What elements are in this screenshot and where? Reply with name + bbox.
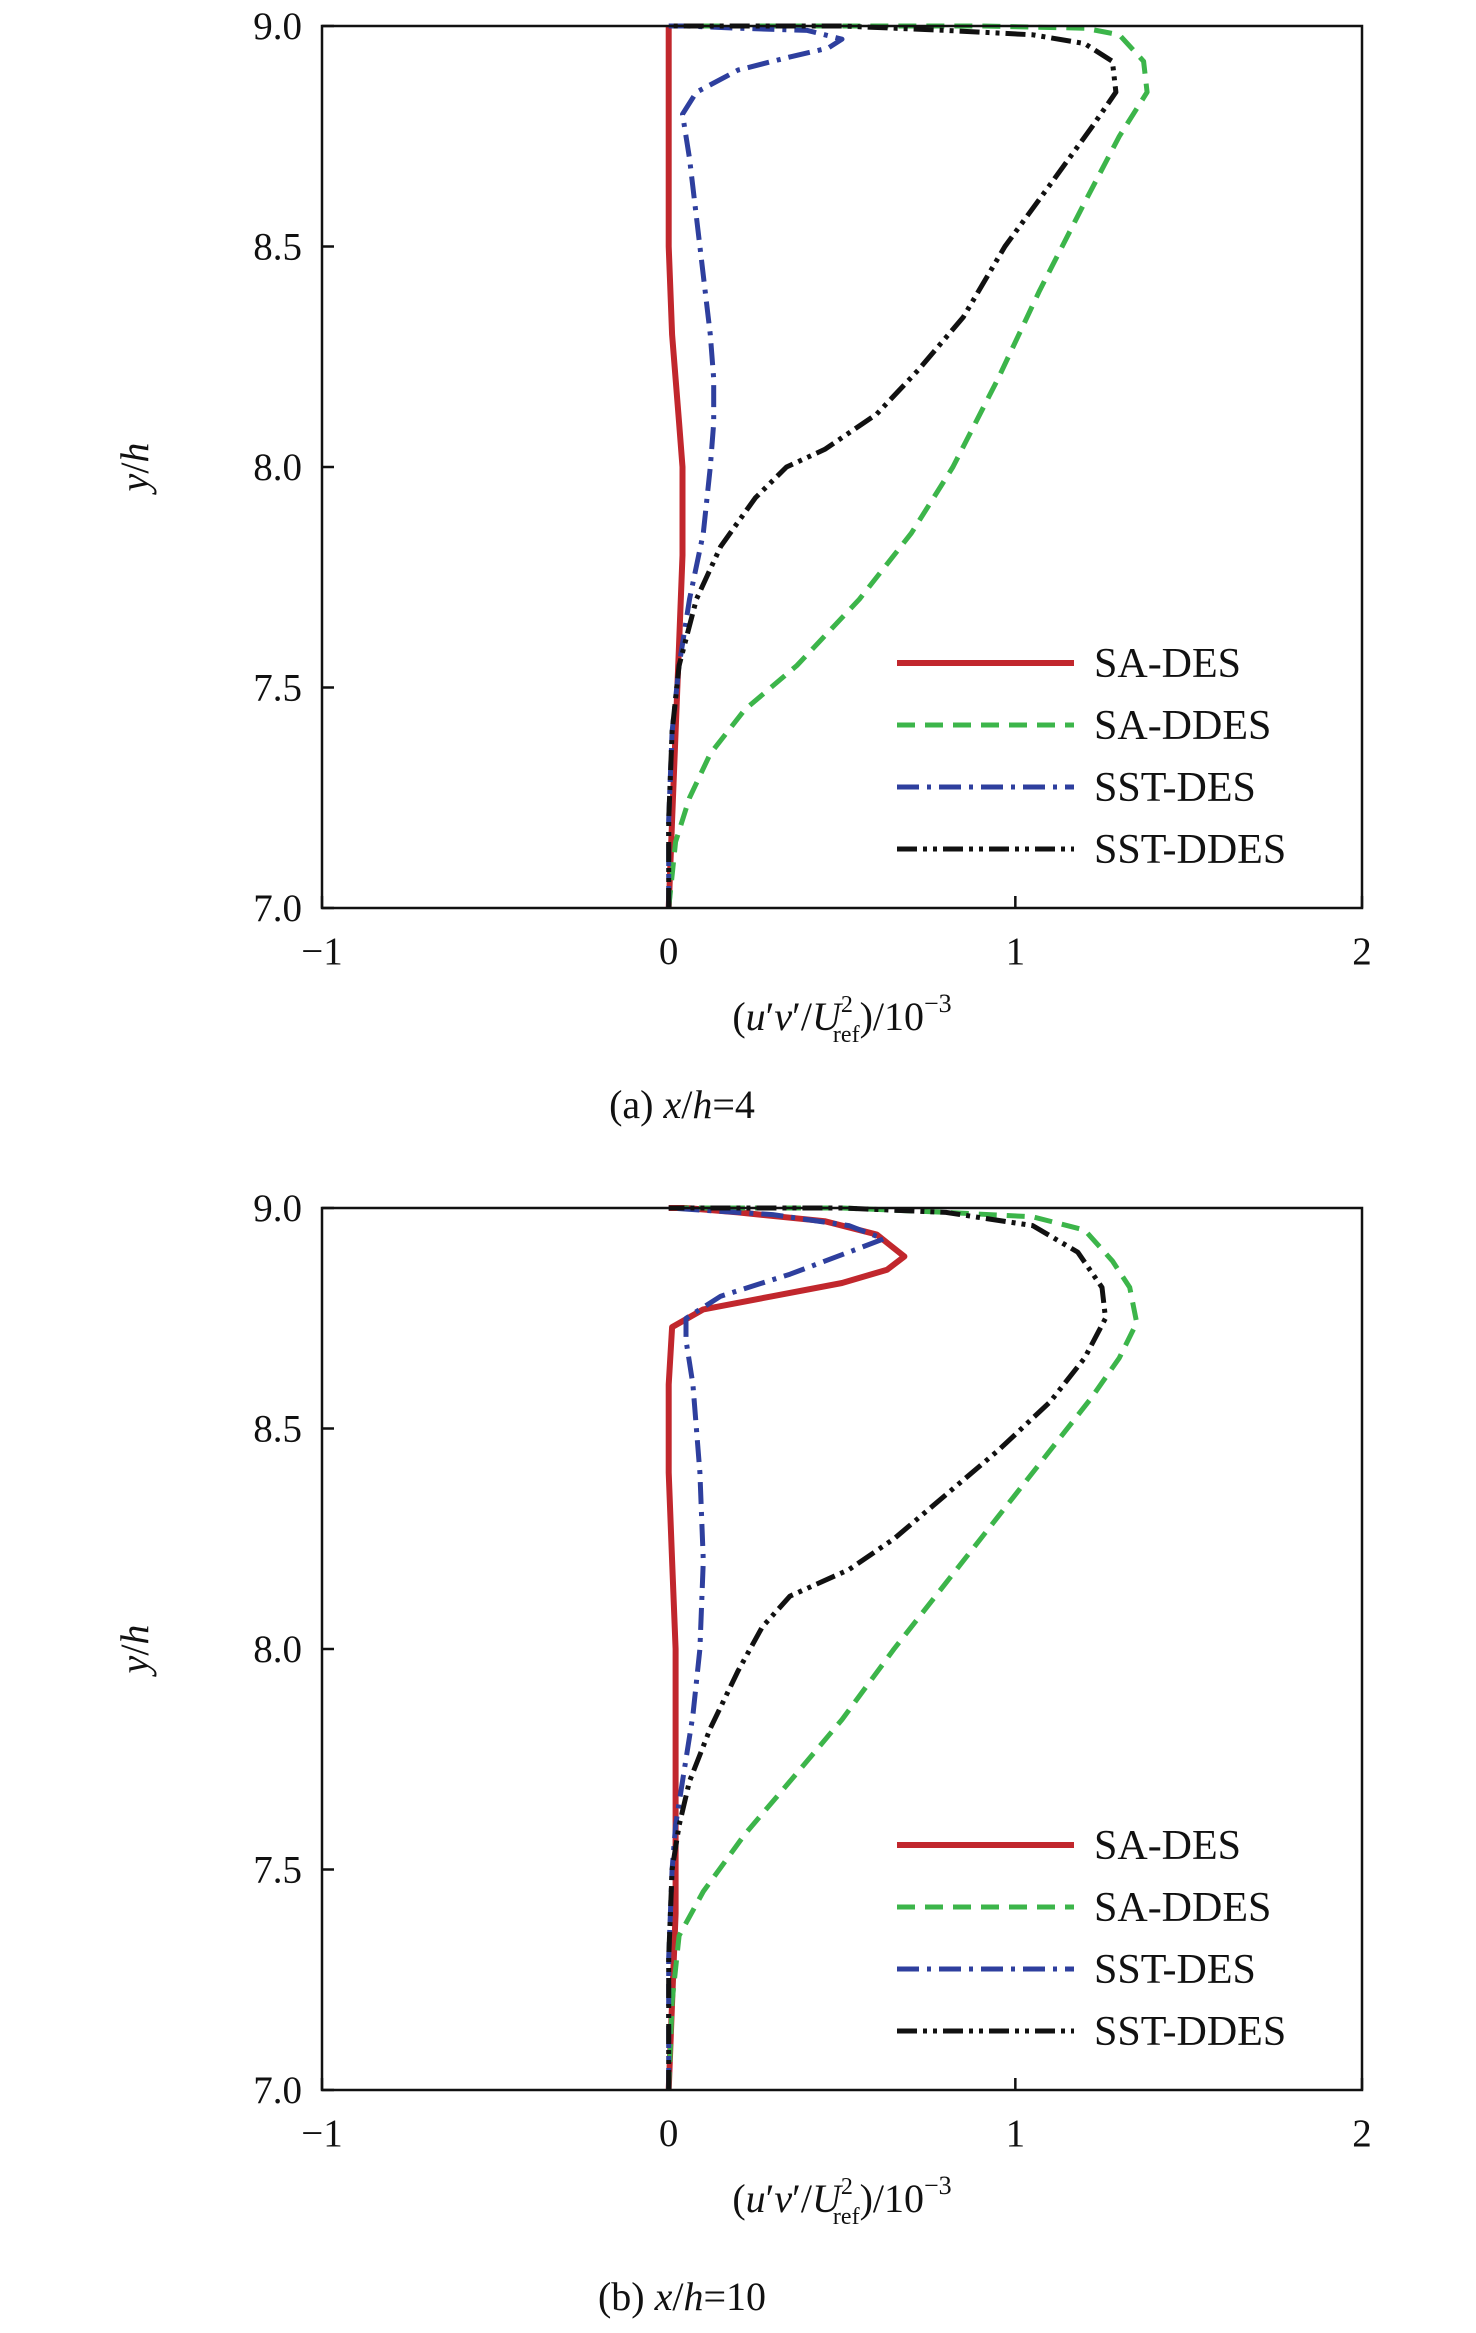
legend: SA-DES SA-DDES SST-DES SST-DDES [897,641,1286,873]
panel-caption: (b) x/h=10 [598,2274,766,2319]
y-tick-label: 7.0 [253,887,302,930]
legend-label: SST-DDES [1094,2009,1286,2055]
legend-label: SA-DES [1094,1823,1241,1869]
legend-label: SST-DDES [1094,827,1286,873]
legend: SA-DES SA-DDES SST-DES SST-DDES [897,1823,1286,2055]
series-line-sa-ddes [666,1205,1140,2091]
panel-caption: (a) x/h=4 [609,1082,755,1127]
x-axis-label: (u′v′/U2 ref)/10−3 [732,989,951,1048]
chart-panel-a: −1 0 1 2 7.0 7.5 8.0 8.5 9.0 y/h (u′v′/U2 ref)/10−3… [112,5,1372,1127]
y-tick-label: 9.0 [253,1187,302,1230]
legend-label: SST-DES [1094,765,1256,811]
legend-label: SA-DDES [1094,1885,1271,1931]
x-tick-label: 2 [1352,930,1372,973]
y-tick-label: 7.5 [253,1849,302,1892]
y-tick-label: 8.5 [253,226,302,269]
series-line-sst-des [666,1205,887,2090]
legend-label: SST-DES [1094,1947,1256,1993]
x-tick-label: 2 [1352,2112,1372,2155]
series-line-sa-des [665,26,686,909]
legend-label: SA-DDES [1094,703,1271,749]
x-tick-label: 0 [659,930,679,973]
x-tick-label: 0 [659,2112,679,2155]
x-tick-label: 1 [1006,2112,1026,2155]
y-tick-label: 7.5 [253,667,302,710]
y-tick-label: 8.0 [253,1628,302,1671]
y-tick-label: 8.0 [253,446,302,489]
legend-label: SA-DES [1094,641,1241,687]
series-line-sst-des [666,23,845,908]
y-axis-label: y/h [112,443,157,496]
y-tick-label: 9.0 [253,5,302,48]
x-axis-label: (u′v′/U2 ref)/10−3 [732,2171,951,2230]
x-tick-label: 1 [1006,930,1026,973]
x-tick-label: −1 [301,2112,343,2155]
y-tick-label: 8.5 [253,1408,302,1451]
series-line-sa-ddes [666,23,1150,909]
x-tick-label: −1 [301,930,343,973]
series-line-sa-des [665,1205,908,2091]
y-axis-label: y/h [112,1625,157,1678]
series-line-sst-ddes [666,1205,1108,2090]
chart-panel-b: −1 0 1 2 7.0 7.5 8.0 8.5 9.0 y/h (u′v′/U2 ref)/10−3… [112,1187,1372,2319]
series-line-sst-ddes [666,23,1119,908]
y-tick-label: 7.0 [253,2069,302,2112]
